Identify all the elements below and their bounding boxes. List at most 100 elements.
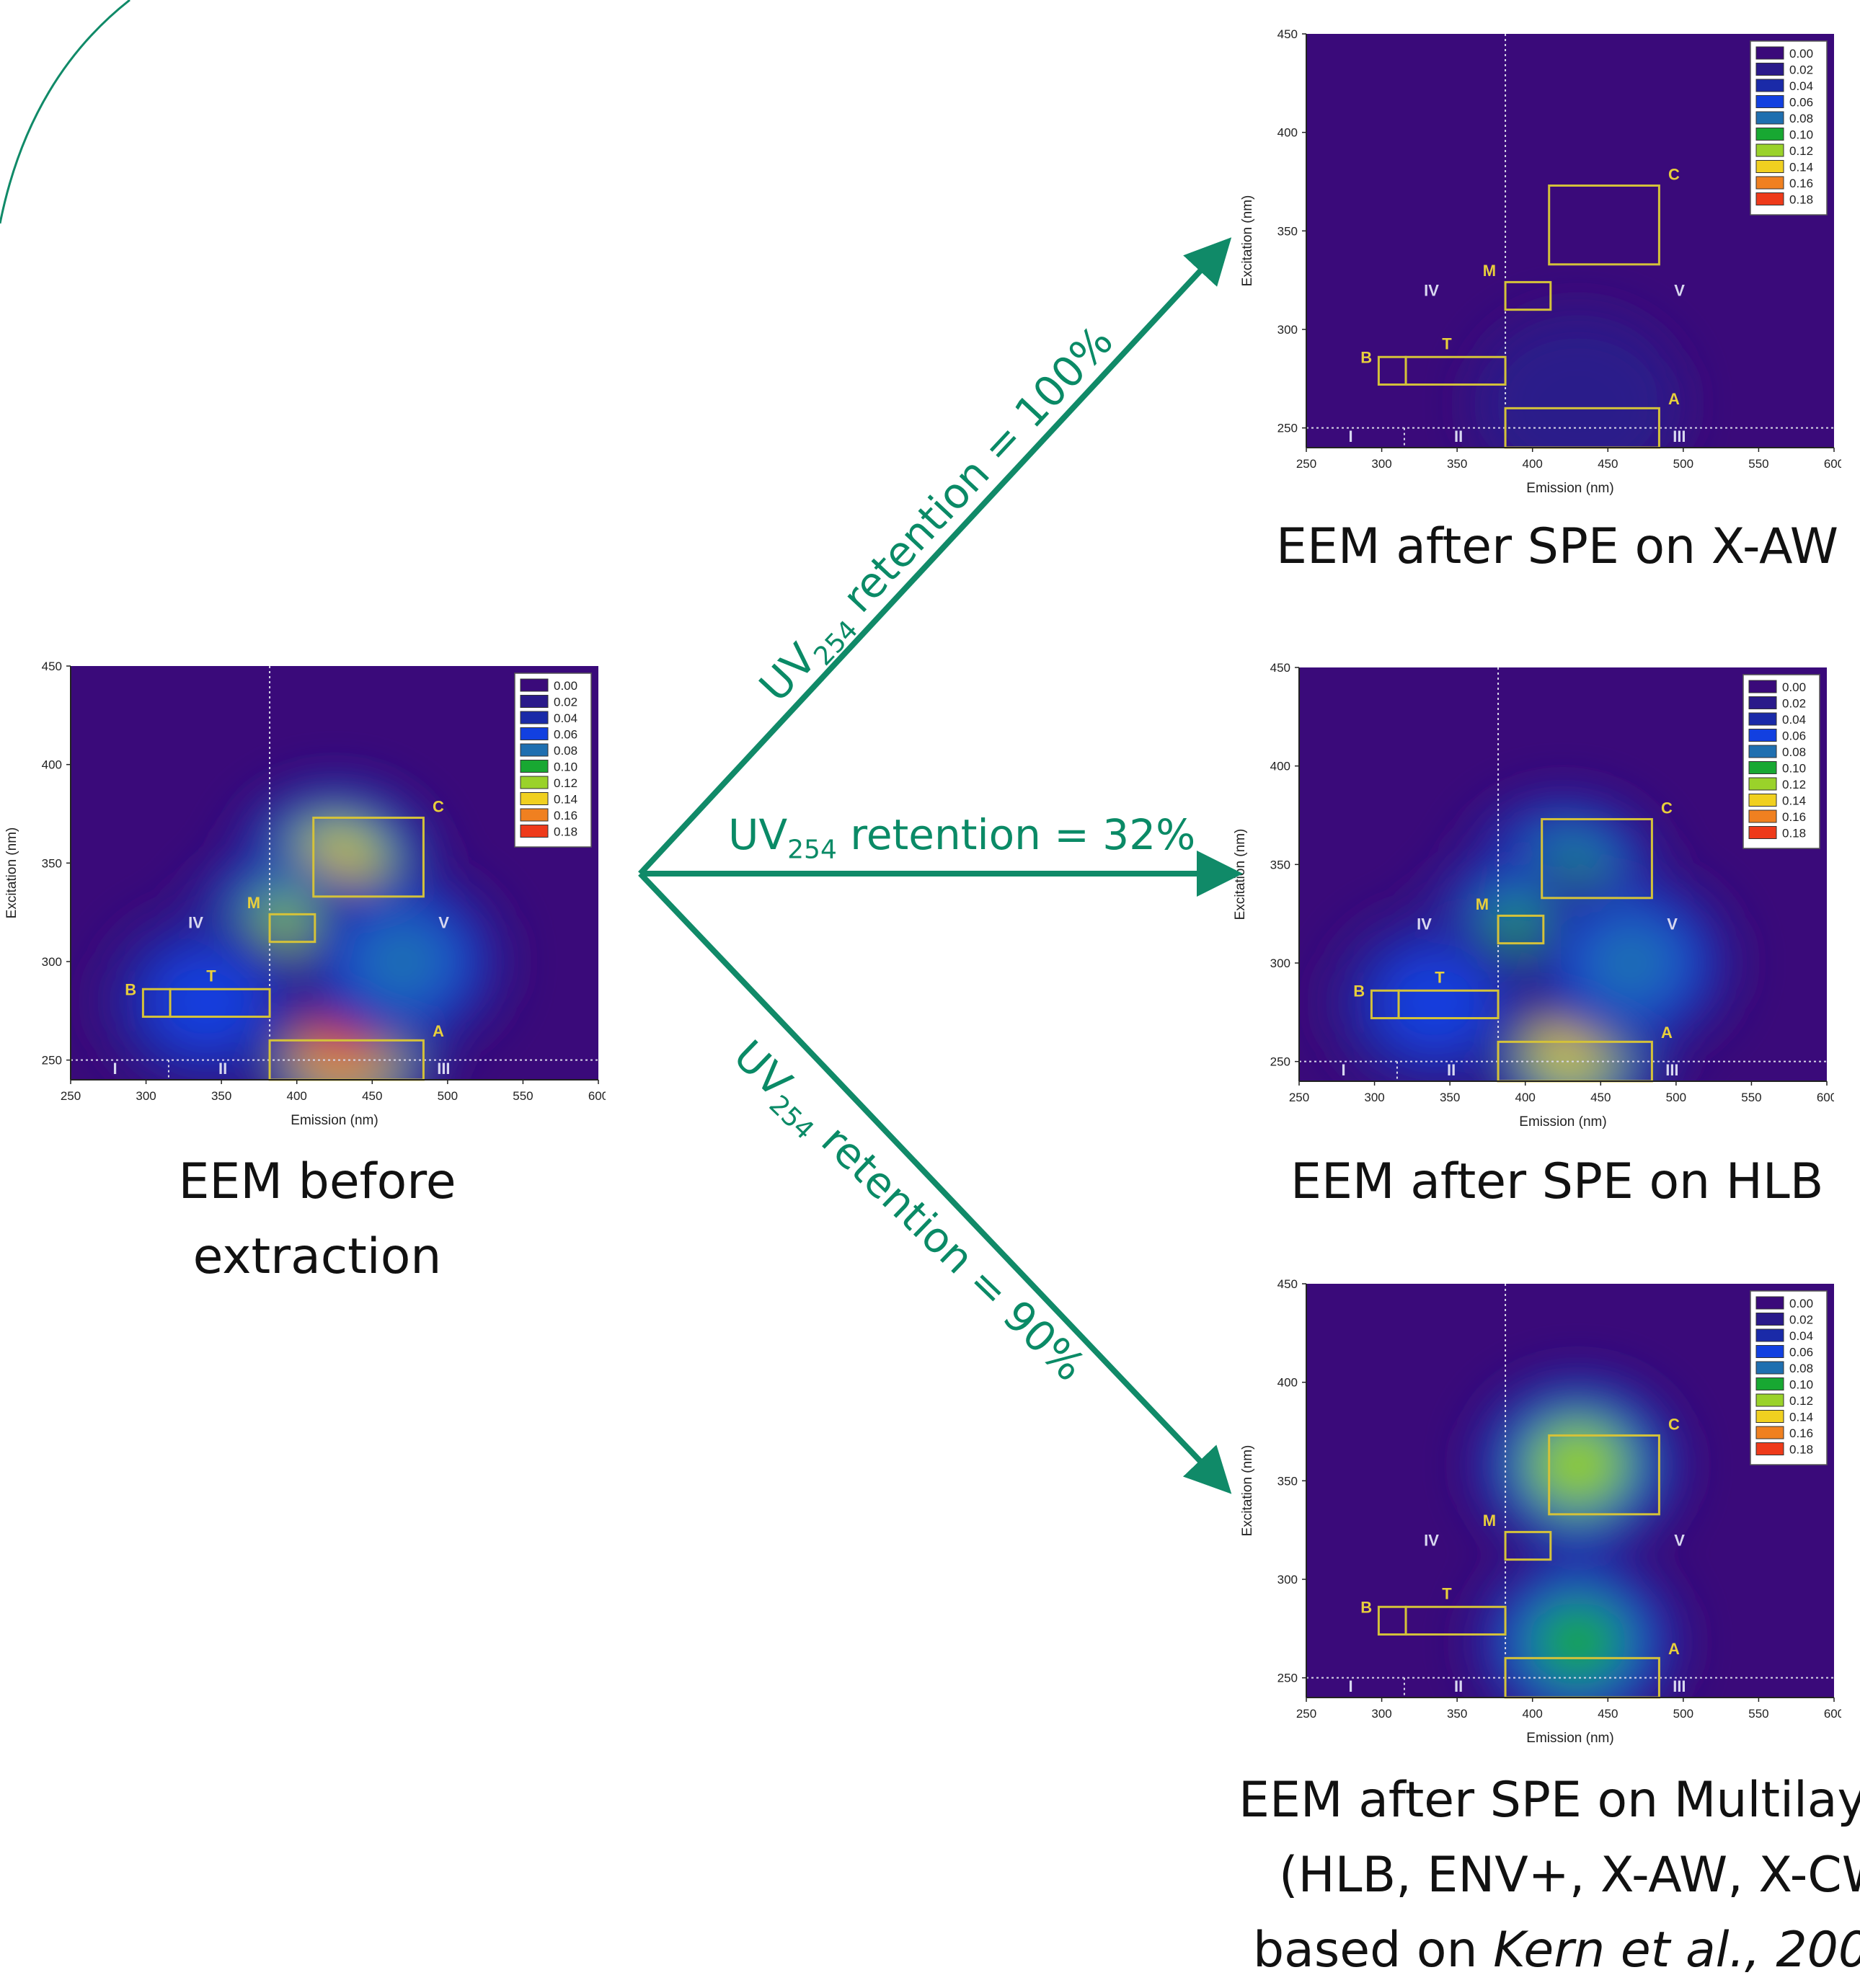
legend-label-7: 0.14 [1789,1411,1813,1424]
region-label-A: A [433,1022,444,1040]
region-box-C [1548,184,1660,266]
legend-label-6: 0.12 [554,776,577,790]
region-label-C: C [1661,799,1673,817]
legend-label-2: 0.04 [554,711,577,725]
region-label-M: M [1483,262,1496,280]
intensity-layer [1330,793,1736,1081]
x-tick-300: 300 [1364,1091,1384,1104]
legend-label-8: 0.16 [1789,177,1813,190]
legend-swatch-0 [520,678,549,692]
legend-label-8: 0.16 [1782,810,1806,824]
legend-swatch-7 [1748,794,1777,807]
legend-swatch-9 [1755,192,1784,205]
intensity-blobs [1473,313,1683,448]
legend-label-0: 0.00 [1782,680,1806,694]
legend-swatch-2 [1748,712,1777,726]
y-tick-250: 250 [42,1054,62,1068]
region-box-M [1504,1530,1552,1561]
legend-swatch-8 [520,808,549,822]
intensity-blobs [1473,1374,1683,1698]
region-box-M [268,913,316,944]
caption-multilayer: EEM after SPE on Multilayer (HLB, ENV+, … [1239,1763,1860,1988]
arrow-label-middle-prefix: UV [728,810,788,859]
legend-label-6: 0.12 [1789,1394,1813,1408]
legend-label-1: 0.02 [1789,63,1813,77]
zone-label-IV: IV [1424,1532,1439,1550]
legend-label-7: 0.14 [554,793,577,807]
arrow-up [638,237,1232,876]
legend-swatch-8 [1755,176,1784,190]
legend-swatch-9 [520,825,549,838]
legend-swatch-1 [1755,1313,1784,1326]
y-tick-300: 300 [42,955,62,969]
legend-label-2: 0.04 [1789,79,1813,93]
legend-swatch-4 [1755,1361,1784,1375]
legend-swatch-1 [520,695,549,708]
caption-multilayer-line-3: based on Kern et al., 2009 [1239,1913,1860,1988]
x-tick-350: 350 [1447,1707,1467,1721]
zone-label-IV: IV [188,914,203,932]
peak-3-level-3 [1381,954,1489,1050]
x-tick-350: 350 [1447,457,1467,471]
y-tick-350: 350 [42,856,62,870]
legend-swatch-2 [1755,79,1784,92]
eem-panel-xaw: A B C M T I II III IV V 0.00 0.02 0.04 0.06 0.08 0.10 0.… [1236,25,1841,501]
x-tick-600: 600 [1824,457,1841,471]
legend-swatch-7 [520,792,549,805]
caption-hlb-line-1: EEM after SPE on HLB [1290,1153,1824,1210]
legend-label-6: 0.12 [1789,144,1813,158]
legend-label-2: 0.04 [1789,1329,1813,1343]
legend-swatch-3 [1748,729,1777,742]
legend-swatch-4 [1748,745,1777,758]
zone-label-V: V [1674,282,1685,300]
x-tick-350: 350 [1440,1091,1460,1104]
legend-swatch-0 [1748,680,1777,693]
y-tick-250: 250 [1277,1672,1298,1685]
y-tick-450: 450 [42,660,62,673]
zone-label-V: V [1674,1532,1685,1550]
x-tick-450: 450 [1598,457,1618,471]
intensity-layer [1473,1374,1683,1698]
y-tick-450: 450 [1277,27,1298,41]
legend-swatch-3 [520,727,549,740]
x-tick-450: 450 [362,1089,382,1103]
region-label-M: M [247,894,260,912]
legend-swatch-8 [1755,1426,1784,1439]
zone-label-III: III [1673,1677,1686,1695]
x-tick-500: 500 [438,1089,458,1103]
zone-label-I: I [1342,1061,1346,1079]
region-label-T: T [1435,968,1445,986]
legend-label-4: 0.08 [1782,745,1806,759]
peak-0-level-1 [1473,313,1683,448]
x-tick-400: 400 [1523,1707,1543,1721]
legend-swatch-8 [1748,809,1777,823]
legend-label-1: 0.02 [1782,697,1806,711]
legend-label-9: 0.18 [554,825,577,839]
legend-label-4: 0.08 [554,744,577,758]
x-tick-350: 350 [211,1089,231,1103]
zone-label-IV: IV [1417,915,1432,933]
legend-swatch-4 [1755,111,1784,125]
y-tick-400: 400 [42,758,62,772]
corner-arc-stroke [0,0,130,224]
x-tick-450: 450 [1598,1707,1618,1721]
x-tick-250: 250 [1296,1707,1316,1721]
region-label-B: B [125,980,136,998]
y-tick-400: 400 [1277,1376,1298,1390]
region-box-C [312,816,425,898]
legend-label-4: 0.08 [1789,1362,1813,1375]
region-label-M: M [1476,895,1489,913]
region-label-A: A [1668,390,1680,408]
caption-hlb: EEM after SPE on HLB [1290,1145,1823,1220]
x-tick-300: 300 [1371,457,1391,471]
legend-label-0: 0.00 [554,679,577,693]
caption-before: EEM before extraction [94,1145,541,1295]
zone-label-II: II [218,1060,227,1078]
x-tick-400: 400 [1515,1091,1536,1104]
x-tick-600: 600 [588,1089,606,1103]
peak-1-level-5 [1533,1603,1622,1682]
